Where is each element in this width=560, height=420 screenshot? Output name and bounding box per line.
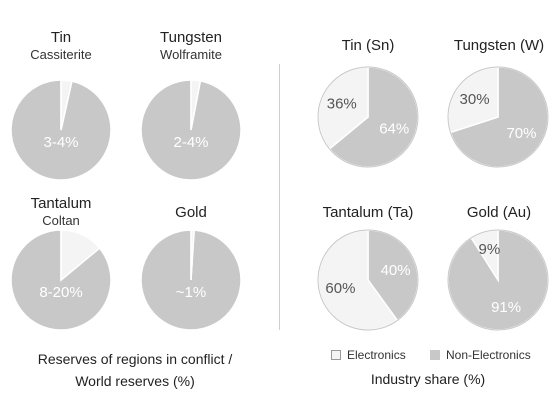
legend-swatch-electronics [331, 350, 341, 360]
chart-title-tin-sn: Tin (Sn) [341, 37, 395, 54]
chart-subtitle-tin: Cassiterite [30, 47, 92, 62]
pie-tin-sn-label-non-electronics: 64% [379, 120, 409, 137]
pie-gold-slice-conflict [190, 229, 195, 281]
pie-gold-au-outline [447, 229, 549, 331]
pie-tin-label: 3-4% [43, 134, 78, 151]
chart-title-tungsten: Tungsten [160, 29, 222, 46]
pie-tantalum-ta-outline [317, 229, 419, 331]
left-caption: Reserves of regions in conflict / World … [10, 348, 260, 392]
chart-subtitle-tungsten: Wolframite [160, 47, 222, 62]
pie-tungsten-label: 2-4% [173, 134, 208, 151]
right-caption: Industry share (%) [370, 371, 486, 387]
pie-gold-au-label-electronics: 9% [479, 241, 501, 258]
legend-non-electronics: Non-Electronics [430, 348, 531, 362]
legend-label-electronics: Electronics [347, 348, 406, 362]
legend-electronics: Electronics [331, 348, 406, 362]
chart-title-gold-au: Gold (Au) [466, 204, 532, 221]
legend-swatch-non-electronics [430, 350, 440, 360]
pie-tantalum-ta-label-electronics: 60% [325, 280, 355, 297]
pie-tungsten-slice-conflict [190, 79, 202, 131]
pie-tin-sn-label-electronics: 36% [327, 96, 357, 113]
section-divider [279, 64, 280, 330]
pie-gold-au-label-non-electronics: 91% [491, 299, 521, 316]
pie-tin-slice-conflict [60, 79, 73, 131]
pie-tungsten-w-label-non-electronics: 70% [506, 125, 536, 142]
chart-title-tantalum: Tantalum [30, 195, 92, 212]
left-caption-line2: World reserves (%) [75, 373, 195, 389]
left-caption-line1: Reserves of regions in conflict / [37, 351, 233, 367]
pie-tantalum-ta-label-non-electronics: 40% [381, 262, 411, 279]
pie-tantalum-label: 8-20% [39, 284, 82, 301]
pie-gold-label: ~1% [176, 284, 206, 301]
pie-tin-sn-outline [317, 66, 419, 168]
pie-tungsten-w-outline [447, 66, 549, 168]
chart-title-tin: Tin [50, 29, 72, 46]
chart-subtitle-tantalum: Coltan [42, 213, 80, 228]
chart-title-gold: Gold [175, 204, 207, 221]
pie-tungsten-w-label-electronics: 30% [460, 91, 490, 108]
chart-title-tantalum-ta: Tantalum (Ta) [322, 204, 414, 221]
legend-label-non-electronics: Non-Electronics [446, 348, 531, 362]
chart-title-tungsten-w: Tungsten (W) [453, 37, 545, 54]
pie-tantalum-slice-conflict [60, 229, 101, 282]
